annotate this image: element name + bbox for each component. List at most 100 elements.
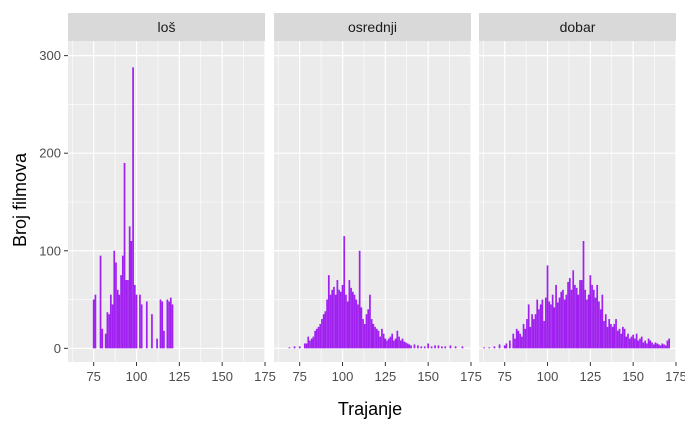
y-tick-label: 200 <box>39 146 61 161</box>
histogram-bar <box>666 340 669 349</box>
histogram-bar <box>163 330 165 349</box>
histogram-bar <box>391 333 394 349</box>
histogram-bar <box>417 345 419 349</box>
histogram-bar <box>161 301 164 349</box>
histogram-bar <box>375 328 378 349</box>
histogram-bar <box>135 294 138 349</box>
histogram-bar <box>527 304 530 349</box>
histogram-bar <box>536 299 539 349</box>
x-tick-label: 125 <box>168 369 190 384</box>
histogram-bar <box>353 294 356 349</box>
histogram-bar <box>555 284 557 349</box>
histogram-bar <box>394 338 397 349</box>
histogram-bar <box>305 343 308 349</box>
histogram-bar <box>127 280 129 349</box>
histogram-bar <box>488 347 491 349</box>
histogram-bar <box>348 280 351 349</box>
histogram-bar <box>168 301 170 349</box>
histogram-bar <box>449 345 452 349</box>
histogram-bar <box>317 326 320 349</box>
histogram-bar <box>539 304 542 349</box>
histogram-bar <box>639 338 641 349</box>
histogram-bar <box>558 297 561 349</box>
histogram-bar <box>120 275 122 349</box>
histogram-bar <box>568 278 571 349</box>
histogram-bar <box>116 289 119 349</box>
histogram-bar <box>386 340 388 349</box>
histogram-bar <box>647 338 650 349</box>
histogram-bar <box>338 289 340 349</box>
histogram-bar <box>599 309 602 349</box>
histogram-bar <box>606 326 609 349</box>
histogram-bar <box>389 336 392 349</box>
panel-strip <box>68 13 265 41</box>
histogram-bar <box>598 301 600 349</box>
x-tick-label: 125 <box>374 369 396 384</box>
histogram-bar <box>362 319 364 349</box>
histogram-bar <box>111 304 114 349</box>
panel-background <box>274 41 471 362</box>
histogram-bar <box>515 328 518 349</box>
histogram-bar <box>627 333 629 349</box>
histogram-bar <box>355 299 358 349</box>
histogram-bar <box>288 347 291 349</box>
x-tick-label: 100 <box>126 369 148 384</box>
histogram-bar <box>121 255 124 349</box>
histogram-bar <box>166 299 169 349</box>
histogram-bar <box>613 323 616 349</box>
histogram-bar <box>430 346 433 349</box>
histogram-bar <box>322 314 325 349</box>
histogram-bar <box>524 328 527 349</box>
histogram-bar <box>635 333 638 349</box>
histogram-bar <box>398 336 400 349</box>
panel-2: dobar 75 100 125 150 175 <box>479 13 685 384</box>
histogram-bar <box>169 297 172 349</box>
histogram-bar <box>437 345 440 349</box>
histogram-bar <box>365 314 368 349</box>
histogram-bar <box>374 326 376 349</box>
histogram-bar <box>434 345 436 349</box>
histogram-bar <box>565 294 568 349</box>
histogram-bar <box>379 336 382 349</box>
histogram-bar <box>145 301 148 349</box>
histogram-bar <box>594 297 597 349</box>
panel-strip <box>274 13 471 41</box>
histogram-bar <box>616 330 619 349</box>
histogram-bar <box>652 344 655 349</box>
histogram-bar <box>508 340 511 349</box>
x-tick-label: 175 <box>665 369 685 384</box>
histogram-bar <box>327 275 330 349</box>
histogram-bar <box>630 336 633 349</box>
histogram-bar <box>346 301 349 349</box>
histogram-bar <box>341 284 344 349</box>
histogram-bar <box>572 270 575 349</box>
histogram-bar <box>498 344 501 349</box>
histogram-bar <box>298 346 301 349</box>
histogram-bar <box>303 343 306 349</box>
histogram-bar <box>543 321 545 349</box>
histogram-bar <box>483 347 485 349</box>
histogram-bar <box>363 323 366 349</box>
y-axis-title: Broj filmova <box>10 152 30 247</box>
histogram-bar <box>331 289 334 349</box>
panel-strip-label: osrednji <box>348 19 397 35</box>
x-tick-label: 75 <box>292 369 306 384</box>
histogram-bar <box>315 328 318 349</box>
panel-0: loš 75 100 125 150 175 <box>68 13 276 384</box>
histogram-bar <box>427 343 430 349</box>
histogram-bar <box>382 333 385 349</box>
histogram-bar <box>534 314 537 349</box>
histogram-bar <box>118 294 121 349</box>
histogram-bar <box>312 336 315 349</box>
histogram-bar <box>493 346 496 349</box>
histogram-bar <box>604 314 607 349</box>
histogram-bar <box>123 162 126 349</box>
histogram-bar <box>575 287 578 349</box>
panel-1: osrednji 75 100 125 150 175 <box>274 13 482 384</box>
histogram-bar <box>125 280 128 349</box>
histogram-bar <box>367 309 370 349</box>
panel-strip-label: loš <box>158 19 176 35</box>
y-tick-label: 100 <box>39 243 61 258</box>
histogram-bar <box>658 344 660 349</box>
